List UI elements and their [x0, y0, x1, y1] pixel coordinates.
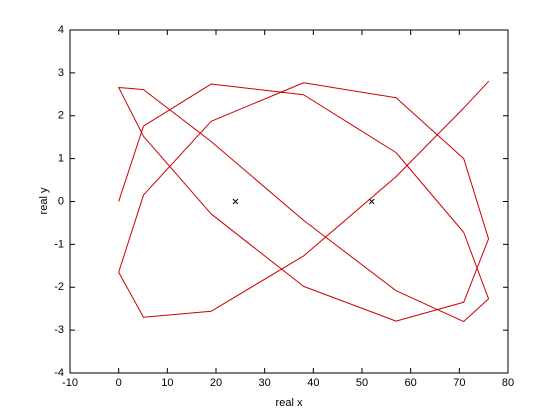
x-tick-label: 10 [161, 377, 173, 389]
y-tick-label: 4 [58, 24, 64, 36]
x-axis-label: real x [276, 397, 303, 409]
y-tick-label: -4 [54, 367, 64, 379]
x-tick-label: -10 [62, 377, 78, 389]
y-tick-label: -2 [54, 281, 64, 293]
y-tick-label: -1 [54, 238, 64, 250]
y-tick-label: 2 [58, 110, 64, 122]
marker [232, 198, 239, 205]
x-tick-label: 40 [307, 377, 319, 389]
y-tick-label: 3 [58, 67, 64, 79]
x-tick-label: 30 [259, 377, 271, 389]
x-tick-label: 0 [116, 377, 122, 389]
y-tick-label: 0 [58, 195, 64, 207]
x-tick-label: 50 [356, 377, 368, 389]
y-tick-label: -3 [54, 324, 64, 336]
marker [368, 198, 375, 205]
x-tick-label: 60 [405, 377, 417, 389]
x-tick-label: 70 [453, 377, 465, 389]
x-tick-label: 20 [210, 377, 222, 389]
y-axis-label: real y [38, 187, 50, 214]
plot-frame [69, 29, 509, 374]
y-tick-label: 1 [58, 153, 64, 165]
trajectory-line [118, 80, 490, 323]
x-tick-label: 80 [502, 377, 514, 389]
